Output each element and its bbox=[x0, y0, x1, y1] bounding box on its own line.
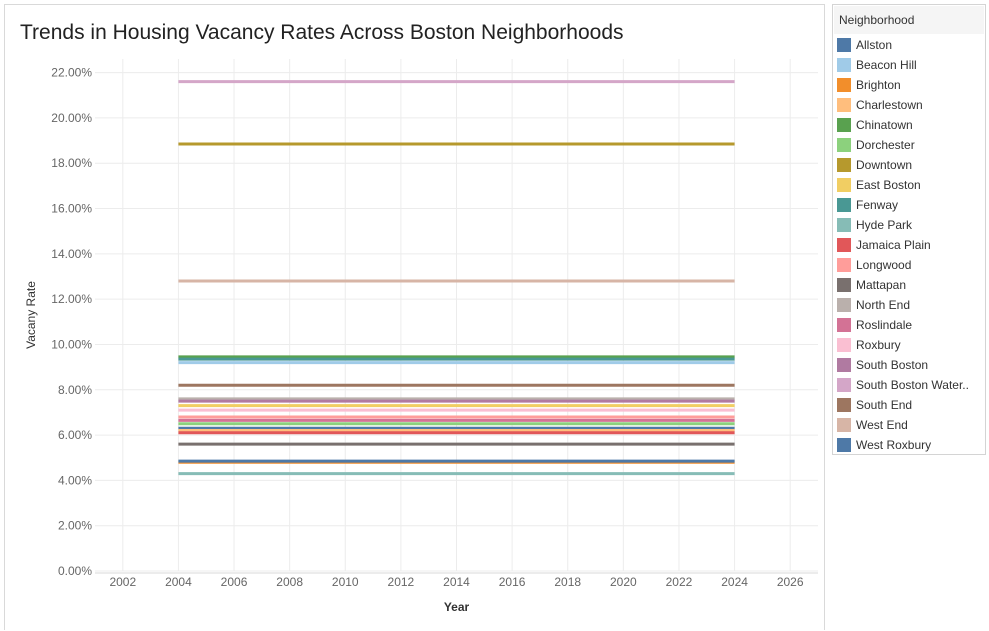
legend-swatch bbox=[837, 238, 851, 252]
legend-label: East Boston bbox=[856, 178, 921, 192]
legend-item-mattapan[interactable]: Mattapan bbox=[837, 276, 983, 294]
legend-item-brighton[interactable]: Brighton bbox=[837, 76, 983, 94]
legend-label: Mattapan bbox=[856, 278, 907, 292]
legend-swatch bbox=[837, 58, 851, 72]
legend-label: West End bbox=[856, 418, 908, 432]
legend-swatch bbox=[837, 398, 851, 412]
y-tick-label: 0.00% bbox=[58, 564, 92, 578]
legend-swatch bbox=[837, 78, 851, 92]
legend-label: Roslindale bbox=[856, 318, 913, 332]
legend-swatch bbox=[837, 318, 851, 332]
y-tick-label: 16.00% bbox=[51, 202, 92, 216]
legend-item-jamaica-plain[interactable]: Jamaica Plain bbox=[837, 236, 983, 254]
legend-item-hyde-park[interactable]: Hyde Park bbox=[837, 216, 983, 234]
legend-label: Allston bbox=[856, 38, 893, 52]
legend-item-charlestown[interactable]: Charlestown bbox=[837, 96, 983, 114]
legend-label: Longwood bbox=[856, 258, 912, 272]
legend-item-west-roxbury[interactable]: West Roxbury bbox=[837, 436, 983, 454]
legend-swatch bbox=[837, 378, 851, 392]
x-tick-label: 2006 bbox=[221, 575, 248, 589]
legend-item-north-end[interactable]: North End bbox=[837, 296, 983, 314]
legend-label: South Boston bbox=[856, 358, 929, 372]
legend-label: South Boston Water.. bbox=[856, 378, 969, 392]
legend-label: Charlestown bbox=[856, 98, 923, 112]
legend-header bbox=[834, 6, 984, 34]
legend-item-south-boston[interactable]: South Boston bbox=[837, 356, 983, 374]
legend-swatch bbox=[837, 438, 851, 452]
legend-item-roxbury[interactable]: Roxbury bbox=[837, 336, 983, 354]
legend-label: West Roxbury bbox=[856, 438, 932, 452]
legend-swatch bbox=[837, 278, 851, 292]
legend-swatch bbox=[837, 178, 851, 192]
legend-swatch bbox=[837, 258, 851, 272]
chart-plot: 0.00% 2.00% 4.00% 6.00% 8.00% 10.00% 12.00% 14.… bbox=[24, 59, 818, 614]
legend-swatch bbox=[837, 338, 851, 352]
chart-panel: Trends in Housing Vacancy Rates Across B… bbox=[4, 4, 825, 630]
legend-item-downtown[interactable]: Downtown bbox=[837, 156, 983, 174]
legend-swatch bbox=[837, 138, 851, 152]
legend-swatch bbox=[837, 218, 851, 232]
legend-swatch bbox=[837, 298, 851, 312]
legend-item-west-end[interactable]: West End bbox=[837, 416, 983, 434]
y-tick-label: 6.00% bbox=[58, 428, 92, 442]
legend-label: Jamaica Plain bbox=[856, 238, 931, 252]
legend-item-longwood[interactable]: Longwood bbox=[837, 256, 983, 274]
legend-item-south-boston-water[interactable]: South Boston Water.. bbox=[837, 376, 983, 394]
legend-panel: Neighborhood Allston Beacon Hill Brighton C… bbox=[832, 4, 986, 455]
x-tick-label: 2014 bbox=[443, 575, 470, 589]
y-tick-label: 18.00% bbox=[51, 156, 92, 170]
y-tick-label: 12.00% bbox=[51, 292, 92, 306]
y-tick-label: 2.00% bbox=[58, 519, 92, 533]
x-tick-label: 2012 bbox=[388, 575, 415, 589]
y-tick-label: 10.00% bbox=[51, 337, 92, 351]
legend-swatch bbox=[837, 118, 851, 132]
y-tick-label: 14.00% bbox=[51, 247, 92, 261]
legend-title: Neighborhood bbox=[839, 13, 915, 27]
legend-label: Beacon Hill bbox=[856, 58, 917, 72]
legend-swatch bbox=[837, 198, 851, 212]
legend-item-roslindale[interactable]: Roslindale bbox=[837, 316, 983, 334]
x-axis-title: Year bbox=[444, 600, 470, 614]
legend-swatch bbox=[837, 38, 851, 52]
legend-label: Roxbury bbox=[856, 338, 901, 352]
legend-item-fenway[interactable]: Fenway bbox=[837, 196, 983, 214]
legend-item-east-boston[interactable]: East Boston bbox=[837, 176, 983, 194]
x-tick-label: 2004 bbox=[165, 575, 192, 589]
legend-label: South End bbox=[856, 398, 913, 412]
x-tick-label: 2016 bbox=[499, 575, 526, 589]
legend-item-chinatown[interactable]: Chinatown bbox=[837, 116, 983, 134]
legend-item-south-end[interactable]: South End bbox=[837, 396, 983, 414]
legend-label: Dorchester bbox=[856, 138, 915, 152]
legend-swatch bbox=[837, 158, 851, 172]
y-tick-label: 22.00% bbox=[51, 66, 92, 80]
x-tick-label: 2022 bbox=[666, 575, 693, 589]
legend-label: Fenway bbox=[856, 198, 899, 212]
x-tick-label: 2026 bbox=[777, 575, 804, 589]
y-tick-label: 4.00% bbox=[58, 473, 92, 487]
legend-item-beacon-hill[interactable]: Beacon Hill bbox=[837, 56, 983, 74]
x-tick-label: 2018 bbox=[554, 575, 581, 589]
y-axis-title: Vacany Rate bbox=[24, 281, 38, 349]
legend-item-allston[interactable]: Allston bbox=[837, 36, 983, 54]
legend-label: Downtown bbox=[856, 158, 913, 172]
x-tick-label: 2020 bbox=[610, 575, 637, 589]
y-tick-label: 8.00% bbox=[58, 383, 92, 397]
y-tick-label: 20.00% bbox=[51, 111, 92, 125]
x-tick-label: 2010 bbox=[332, 575, 359, 589]
legend-swatch bbox=[837, 358, 851, 372]
x-tick-label: 2002 bbox=[109, 575, 136, 589]
legend-label: Brighton bbox=[856, 78, 901, 92]
legend-item-dorchester[interactable]: Dorchester bbox=[837, 136, 983, 154]
legend-label: North End bbox=[856, 298, 911, 312]
x-tick-label: 2024 bbox=[721, 575, 748, 589]
legend-swatch bbox=[837, 98, 851, 112]
chart-title: Trends in Housing Vacancy Rates Across B… bbox=[20, 21, 624, 44]
legend-label: Hyde Park bbox=[856, 218, 913, 232]
x-tick-label: 2008 bbox=[276, 575, 303, 589]
legend-label: Chinatown bbox=[856, 118, 913, 132]
legend-swatch bbox=[837, 418, 851, 432]
